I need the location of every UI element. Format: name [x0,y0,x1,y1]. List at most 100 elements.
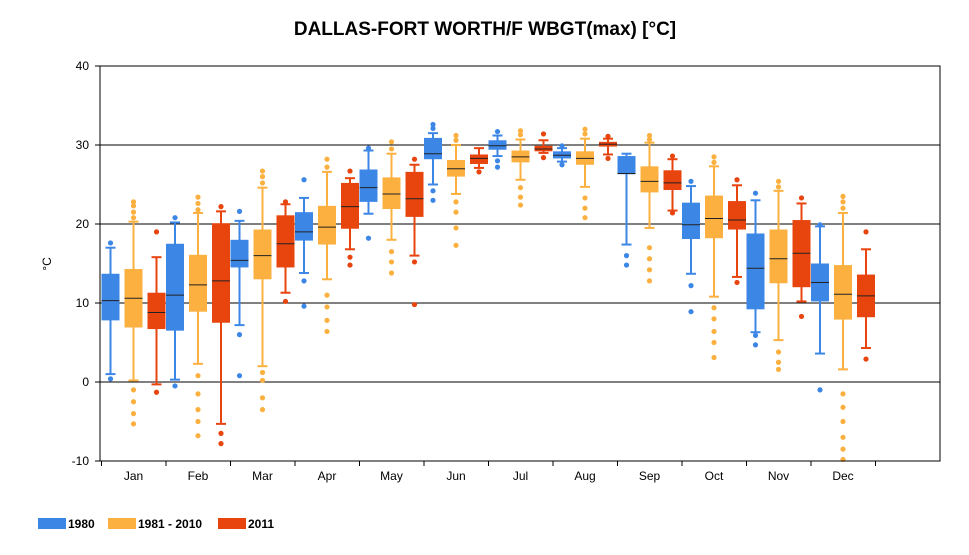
box [295,212,313,241]
outlier-point [259,180,266,186]
outlier-point [324,292,330,298]
x-tick-label: Dec [832,469,853,483]
outlier-point [301,177,307,183]
x-tick-label: Jan [124,469,143,483]
outlier-point [476,169,482,175]
outlier-point [430,197,436,203]
outlier-point [347,168,353,174]
box [359,169,378,202]
y-tick-label: 10 [76,296,90,310]
outlier-point [494,158,501,164]
outlier-point [840,404,846,410]
outlier-point [301,278,307,284]
outlier-point [453,137,459,143]
outlier-point [863,356,869,362]
outlier-point [130,411,137,417]
outlier-point [453,199,459,205]
outlier-point [582,195,588,201]
outlier-point [517,202,524,208]
box [341,182,359,229]
outlier-point [775,349,782,355]
box [424,137,442,160]
outlier-point [388,259,395,265]
outlier-point [388,270,395,276]
outlier-point [540,131,547,137]
outlier-point [775,178,782,184]
outlier-point [259,174,266,180]
box [230,239,249,268]
outlier-point [688,283,694,289]
outlier-point [347,254,353,260]
outlier-point [517,132,524,138]
box [705,195,723,239]
outlier-point [646,267,653,273]
outlier-point [259,395,266,401]
box [382,177,401,209]
outlier-point [236,332,243,338]
outlier-point [582,215,588,221]
outlier-point [711,339,717,346]
outlier-point [107,376,114,382]
box [769,229,788,284]
box [212,223,230,323]
plot-area [101,121,875,463]
outlier-point [195,373,201,379]
plot-frame [99,65,941,462]
box [470,154,488,164]
outlier-point [259,377,266,384]
outlier-point [494,128,501,135]
outlier-point [347,262,353,268]
x-tick-label: Jul [513,469,528,483]
outlier-point [775,184,782,190]
x-tick-label: Sep [639,469,661,483]
outlier-point [130,203,137,209]
outlier-point [430,121,436,128]
axes: -10 0 10 20 30 40 Jan Feb Mar Apr May Jun Jul Aug Sep O… [72,59,941,483]
x-tick-label: Mar [252,469,273,483]
y-tick-label: 30 [76,138,90,152]
outlier-point [775,366,782,372]
outlier-point [430,188,436,194]
outlier-point [411,301,418,308]
outlier-point [517,185,524,191]
box [834,265,852,320]
outlier-point [646,136,653,143]
outlier-point [711,159,717,165]
x-tick-label: Jun [446,469,465,483]
outlier-point [195,418,201,425]
outlier-point [840,391,846,397]
outlier-point [324,304,330,310]
outlier-point [388,139,395,145]
outlier-point [411,156,418,162]
outlier-point [669,210,676,216]
outlier-point [236,373,243,379]
outlier-point [734,279,740,286]
outlier-point [582,126,588,132]
outlier-point [711,316,717,322]
outlier-point [453,132,459,139]
outlier-point [840,199,846,205]
outlier-point [840,446,846,452]
outlier-point [130,421,137,427]
outlier-point [798,195,805,201]
outlier-point [172,383,178,389]
outlier-point [863,229,869,235]
box [405,171,424,217]
legend: 1980 1981 - 2010 2011 [38,517,274,531]
box [682,202,700,240]
outlier-point [605,133,611,139]
legend-swatch [218,518,246,529]
outlier-point [646,256,653,262]
outlier-point [840,193,846,199]
outlier-point [365,145,372,151]
outlier-point [711,305,717,311]
outlier-point [130,199,137,205]
outlier-point [517,128,524,134]
outlier-point [494,164,501,170]
outlier-point [840,434,846,440]
outlier-point [752,332,759,338]
outlier-point [775,359,782,365]
outlier-point [453,209,459,215]
outlier-point [752,190,759,196]
outlier-point [130,387,137,393]
